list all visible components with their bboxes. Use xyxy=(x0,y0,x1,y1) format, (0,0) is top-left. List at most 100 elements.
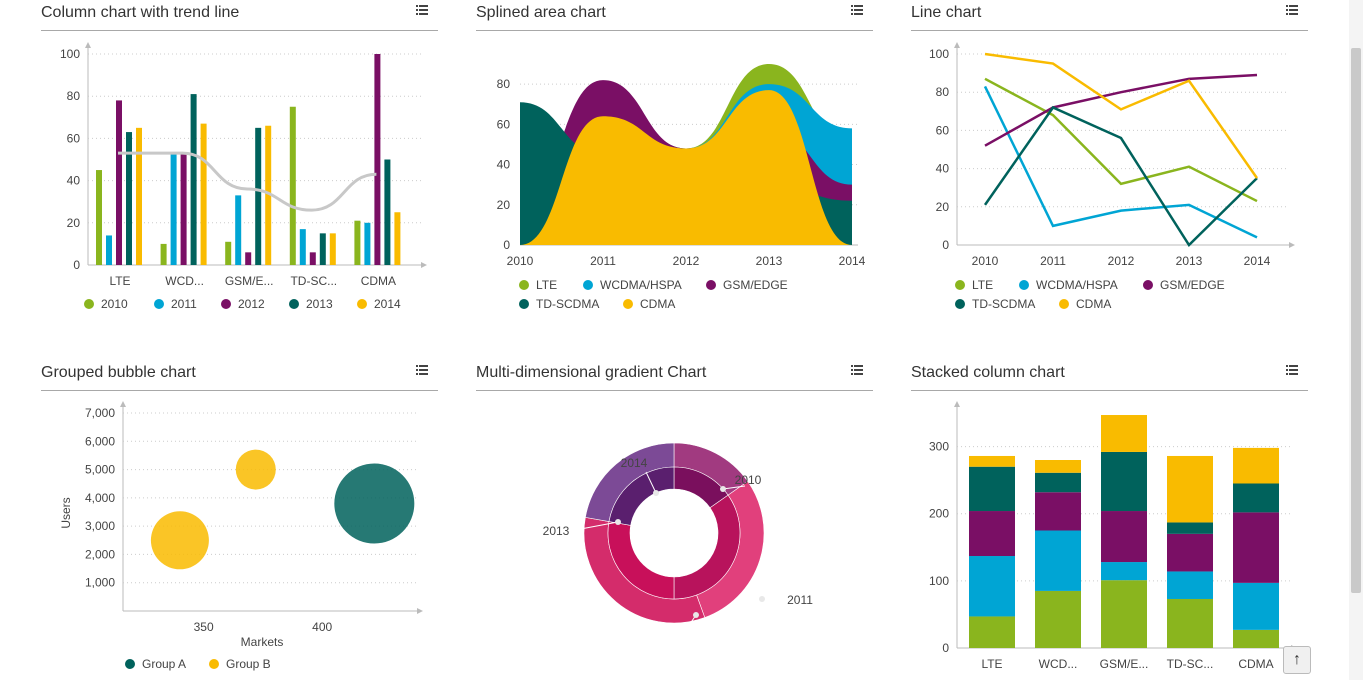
x-tick-label: CDMA xyxy=(1238,657,1273,671)
list-icon[interactable] xyxy=(851,5,863,15)
y-tick-label: 0 xyxy=(73,258,80,272)
x-tick-label: 2010 xyxy=(507,254,534,268)
legend-marker xyxy=(154,299,164,309)
legend-label: 2011 xyxy=(171,297,197,311)
y-tick-label: 200 xyxy=(929,507,949,521)
legend-label: TD-SCDMA xyxy=(536,297,599,311)
y-tick-label: 60 xyxy=(67,131,81,145)
stacked-bar-segment xyxy=(1167,598,1213,648)
legend-marker xyxy=(583,280,593,290)
x-axis-arrow xyxy=(1289,242,1295,248)
column-bar xyxy=(116,100,122,265)
stacked-bar-segment xyxy=(969,455,1015,467)
bubble xyxy=(150,511,209,570)
legend-marker xyxy=(1143,280,1153,290)
y-tick-label: 40 xyxy=(497,158,511,172)
x-tick-label: GSM/E... xyxy=(1100,657,1149,671)
legend-marker xyxy=(623,299,633,309)
list-icon[interactable] xyxy=(1286,5,1298,15)
legend-label: 2014 xyxy=(374,297,401,311)
panel-title: Column chart with trend line xyxy=(41,4,240,21)
line-chart-panel: Line chart 0 20 40 60 80 100 2010 2011 2012 2013 2… xyxy=(911,0,1308,340)
area-series xyxy=(520,90,852,245)
legend-marker xyxy=(221,299,231,309)
column-bar xyxy=(190,94,197,265)
column-bar xyxy=(235,195,242,265)
legend-label: 2013 xyxy=(306,297,333,311)
y-tick-label: 100 xyxy=(60,47,80,61)
list-icon[interactable] xyxy=(416,365,428,375)
bubble xyxy=(334,463,415,544)
trend-line xyxy=(117,151,377,212)
legend-label: GSM/EDGE xyxy=(723,278,788,292)
stacked-bar-segment xyxy=(969,616,1015,648)
y-tick-label: 60 xyxy=(936,123,950,137)
x-tick-label: 350 xyxy=(194,620,214,634)
x-tick-label: TD-SC... xyxy=(290,274,337,288)
column-bar xyxy=(200,123,207,265)
scroll-thumb[interactable] xyxy=(1351,48,1361,593)
x-tick-label: WCD... xyxy=(165,274,204,288)
line-chart: 0 20 40 60 80 100 2010 2011 2012 2013 2014 LTE WCDMA… xyxy=(929,42,1295,311)
x-tick-label: GSM/E... xyxy=(225,274,274,288)
y-tick-label: 300 xyxy=(929,440,949,454)
list-icon[interactable] xyxy=(851,365,863,375)
column-bar xyxy=(384,159,391,265)
stacked-bar-segment xyxy=(1035,530,1081,591)
stacked-bar-segment xyxy=(1035,590,1081,648)
panel-title: Grouped bubble chart xyxy=(41,364,196,381)
line-series xyxy=(984,77,1258,203)
stacked-chart-panel: Stacked column chart 0 100 200 300 LTE WCD...… xyxy=(911,360,1308,700)
leader-dot xyxy=(653,490,659,496)
stacked-bar-segment xyxy=(1233,512,1279,583)
panel-header: Line chart xyxy=(911,0,1308,31)
stacked-bar-segment xyxy=(1233,447,1279,484)
column-bar xyxy=(180,153,187,265)
legend-marker xyxy=(955,280,965,290)
stacked-bar-segment xyxy=(1167,455,1213,523)
leader-dot xyxy=(615,519,621,525)
column-bar xyxy=(160,243,167,265)
y-tick-label: 80 xyxy=(67,89,81,103)
legend-marker xyxy=(289,299,299,309)
y-tick-label: 100 xyxy=(929,574,949,588)
y-tick-label: 0 xyxy=(503,238,510,252)
x-tick-label: TD-SC... xyxy=(1167,657,1214,671)
column-chart-panel: Column chart with trend line 0 20 40 60 80 10… xyxy=(41,0,438,340)
legend-label: LTE xyxy=(536,278,557,292)
legend-marker xyxy=(955,299,965,309)
y-tick-label: 80 xyxy=(936,85,950,99)
y-tick-label: 0 xyxy=(942,238,949,252)
x-tick-label: 2014 xyxy=(1244,254,1271,268)
vertical-scrollbar[interactable] xyxy=(1349,0,1363,680)
slice-label: 2011 xyxy=(787,593,813,607)
y-axis-arrow xyxy=(954,42,960,48)
stacked-bar-segment xyxy=(1035,492,1081,531)
y-axis-arrow xyxy=(120,401,126,407)
stacked-bar-segment xyxy=(1233,582,1279,630)
x-axis-arrow xyxy=(417,608,423,614)
stacked-bar-segment xyxy=(1101,580,1147,648)
list-icon[interactable] xyxy=(1286,365,1298,375)
legend-marker xyxy=(125,659,135,669)
leader-line xyxy=(651,614,697,680)
legend-label: GSM/EDGE xyxy=(1160,278,1225,292)
legend-marker xyxy=(209,659,219,669)
panel-header: Multi-dimensional gradient Chart xyxy=(476,360,873,391)
x-tick-label: 2010 xyxy=(972,254,999,268)
column-bar xyxy=(319,233,326,265)
x-tick-label: 2014 xyxy=(839,254,866,268)
line-series xyxy=(984,73,1258,147)
back-to-top-button[interactable]: ↑ xyxy=(1283,646,1311,674)
legend-marker xyxy=(357,299,367,309)
y-tick-label: 1,000 xyxy=(85,576,115,590)
leader-dot xyxy=(759,596,765,602)
bubble-chart: 1,000 2,000 3,000 4,000 5,000 6,000 7,000 350 40… xyxy=(59,401,423,671)
x-tick-label: 400 xyxy=(312,620,332,634)
stacked-bar-segment xyxy=(969,466,1015,512)
panel-header: Stacked column chart xyxy=(911,360,1308,391)
area-chart-panel: Splined area chart 0 20 40 60 80 2010 2011 2012… xyxy=(476,0,873,340)
slice-label: 2014 xyxy=(621,456,648,470)
stacked-bar-segment xyxy=(1167,522,1213,534)
list-icon[interactable] xyxy=(416,5,428,15)
